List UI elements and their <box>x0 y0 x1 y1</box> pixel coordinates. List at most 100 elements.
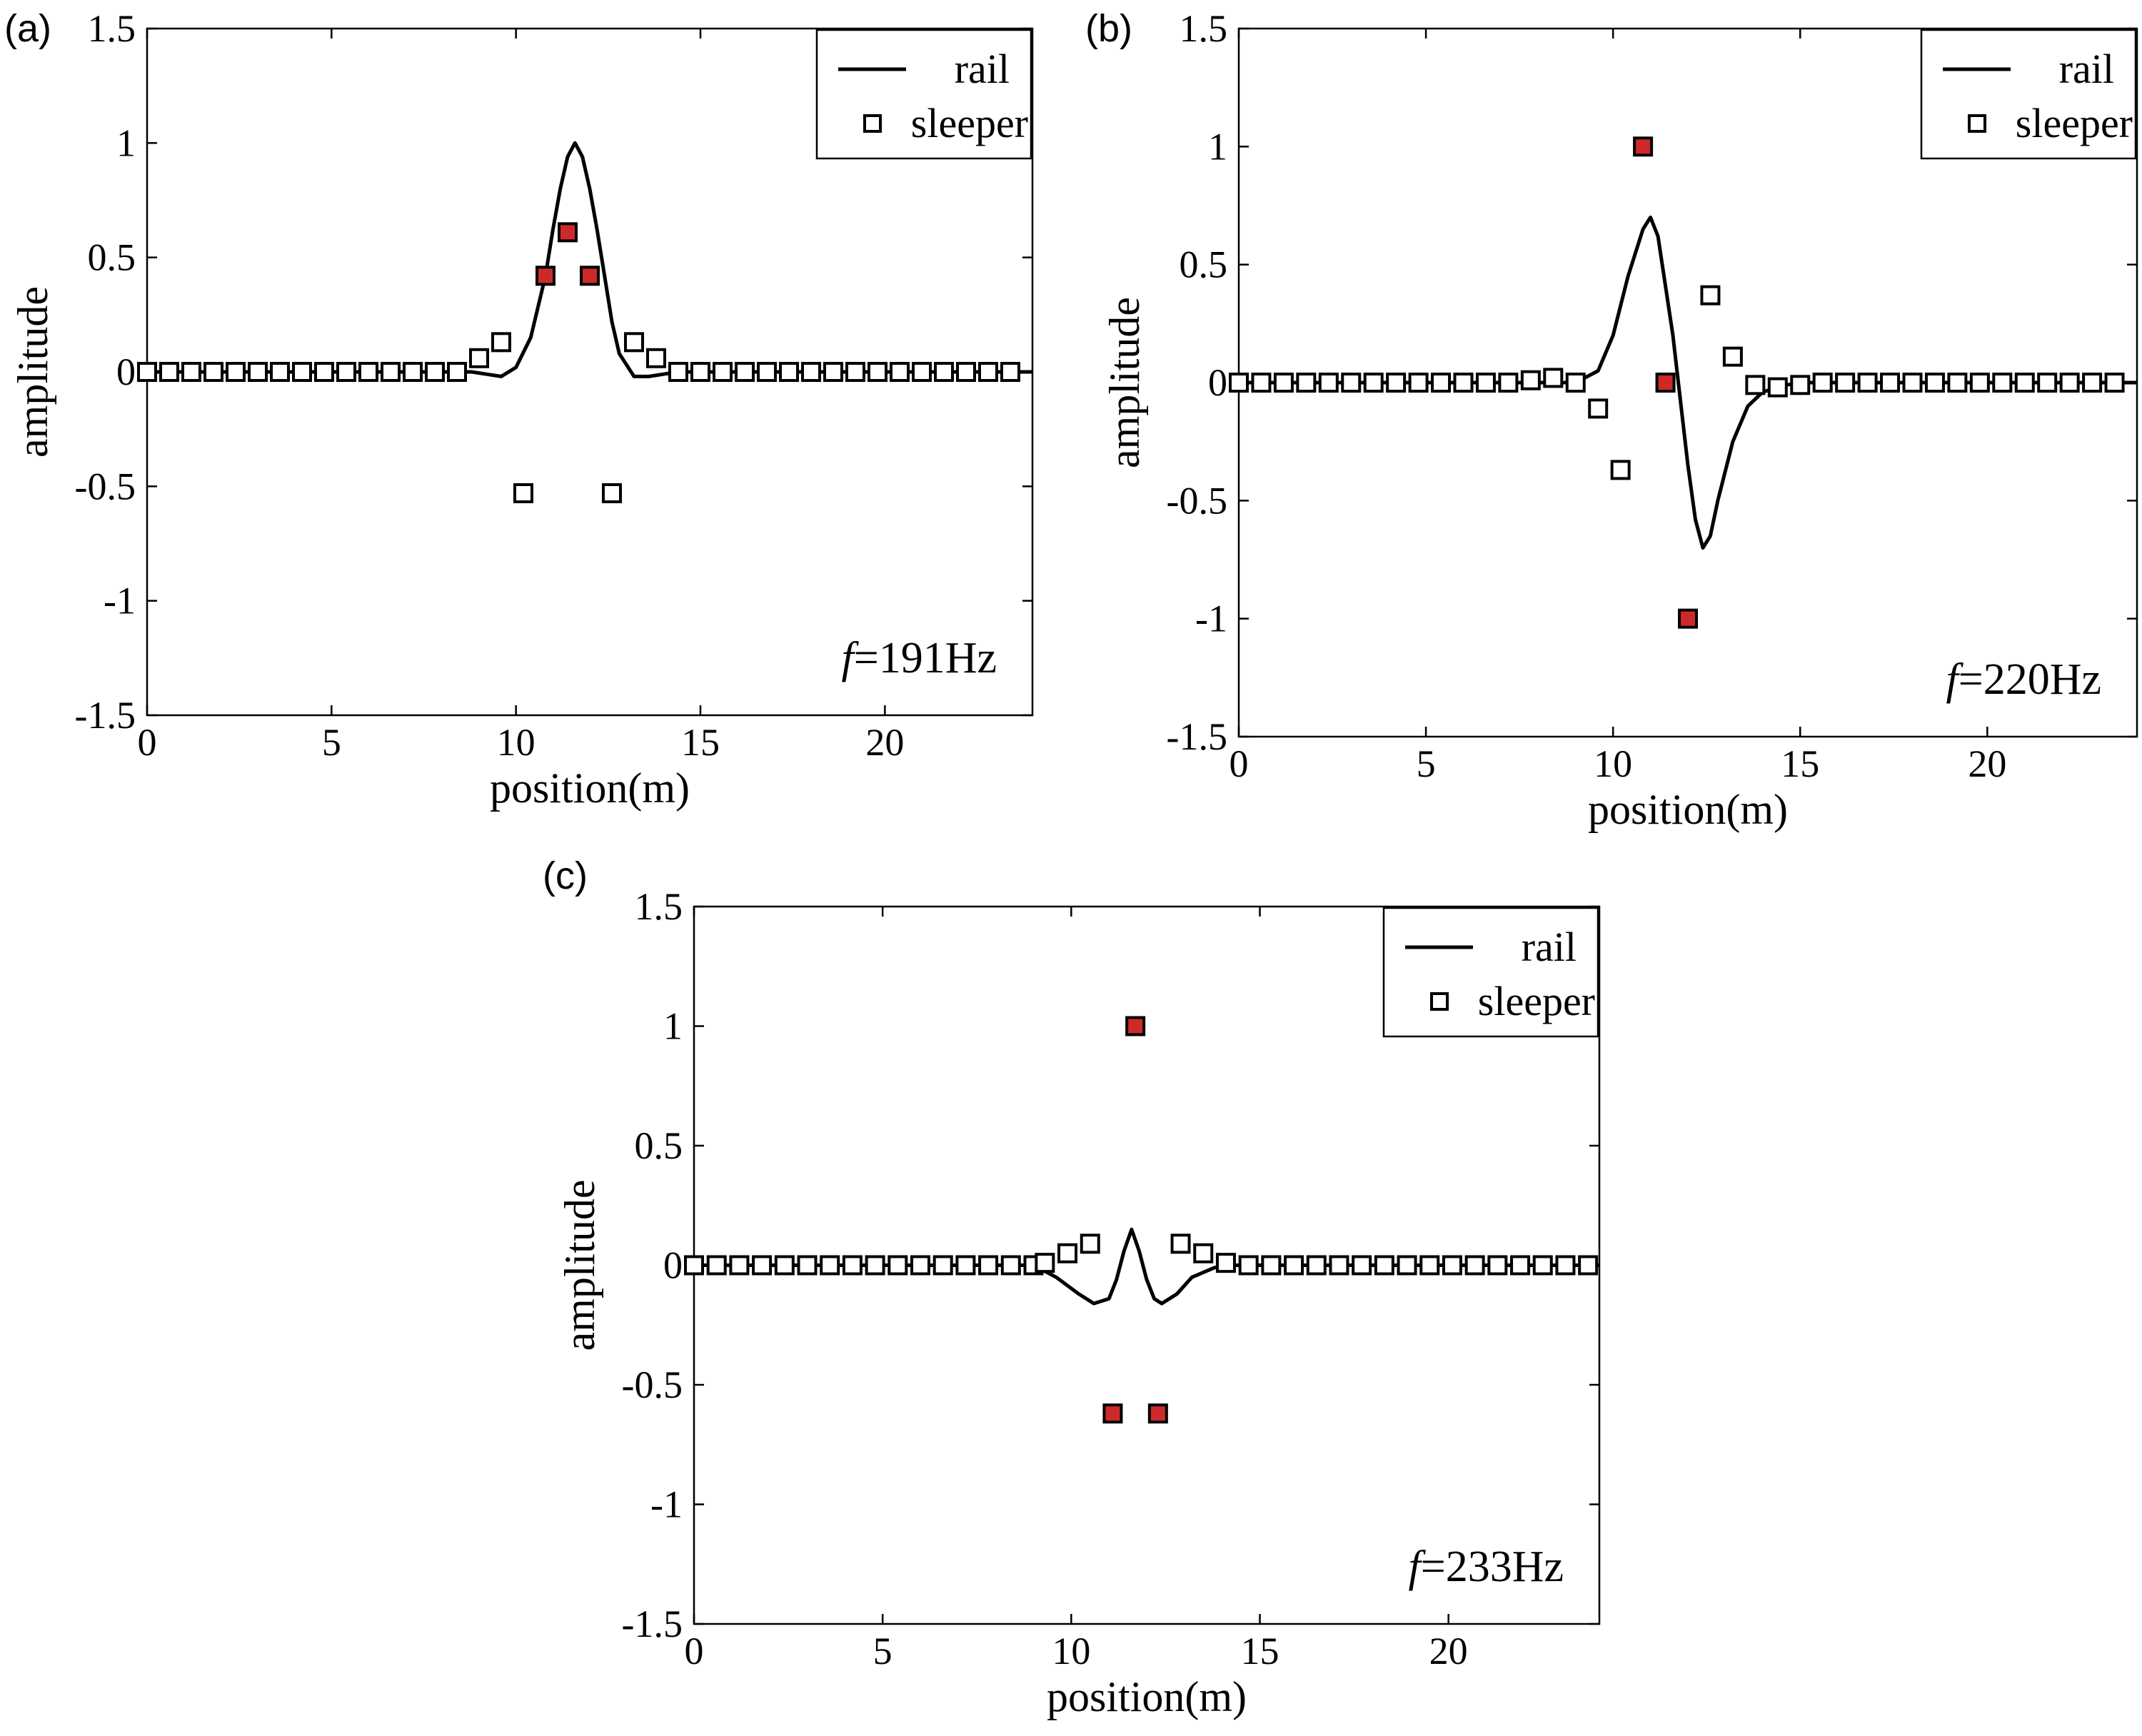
sleeper-marker <box>1251 373 1272 393</box>
sleeper-marker <box>1902 373 1923 393</box>
y-tick-label: -0.5 <box>1167 479 1227 522</box>
sleeper-marker <box>1352 1255 1372 1276</box>
sleeper-marker <box>159 362 179 382</box>
sleeper-marker <box>729 1255 750 1276</box>
rail-line <box>147 141 1032 378</box>
sleeper-marker <box>1397 1255 1417 1276</box>
x-tick-label: 10 <box>497 721 536 764</box>
y-tick-label: -0.5 <box>622 1363 683 1406</box>
sleeper-marker <box>706 1255 727 1276</box>
sleeper-marker <box>292 362 312 382</box>
sleeper-marker <box>868 362 888 382</box>
panel-label: (a) <box>4 7 51 50</box>
sleeper-marker <box>735 362 755 382</box>
sleeper-marker <box>779 362 799 382</box>
sleeper-marker <box>1969 373 1990 393</box>
sleeper-marker <box>1835 373 1856 393</box>
sleeper-marker <box>646 348 666 368</box>
y-tick-label: -1.5 <box>1167 715 1227 758</box>
sleeper-marker <box>757 362 777 382</box>
sleeper-marker <box>1745 375 1766 395</box>
y-tick-label: 1.5 <box>88 7 136 50</box>
sleeper-marker <box>845 362 865 382</box>
sleeper-marker <box>684 1255 704 1276</box>
frequency-value: =220Hz <box>1959 655 2101 704</box>
sleeper-marker <box>1722 346 1743 367</box>
sleeper-marker <box>602 483 622 503</box>
sleeper-marker <box>1442 1255 1462 1276</box>
sleeper-marker <box>1341 373 1362 393</box>
sleeper-marker <box>956 362 976 382</box>
sleeper-marker <box>1318 373 1339 393</box>
sleeper-marker-highlighted <box>558 222 578 243</box>
x-tick-label: 15 <box>1241 1630 1279 1672</box>
sleeper-marker <box>1431 373 1452 393</box>
sleeper-marker <box>890 362 910 382</box>
y-tick-label: 1 <box>663 1005 683 1048</box>
sleeper-marker <box>1419 1255 1440 1276</box>
sleeper-marker <box>491 332 511 353</box>
sleeper-marker-highlighted <box>1678 608 1698 629</box>
panel-c: (c) 0 5 10 15 20 -1.5 -1 -0.5 0 0.5 1 1.5 position(m)… <box>543 854 1601 1720</box>
x-tick-label: 20 <box>1429 1630 1468 1672</box>
sleeper-marker <box>1000 1255 1021 1276</box>
sleeper-marker <box>690 362 710 382</box>
legend-sleeper-swatch <box>1968 114 1986 133</box>
y-tick-label: 1 <box>1208 125 1227 168</box>
x-tick-label: 10 <box>1052 1630 1090 1672</box>
sleeper-marker <box>912 362 932 382</box>
x-tick-label: 5 <box>1417 742 1436 785</box>
sleeper-marker <box>1453 373 1474 393</box>
sleeper-marker <box>1565 373 1586 393</box>
sleeper-marker <box>797 1255 818 1276</box>
sleeper-marker <box>1273 373 1294 393</box>
sleeper-marker <box>1555 1255 1576 1276</box>
sleeper-marker <box>1193 1243 1214 1263</box>
sleeper-marker <box>1080 1233 1100 1254</box>
y-tick-label: 0.5 <box>1180 243 1228 286</box>
x-tick-label: 0 <box>685 1630 704 1672</box>
y-tick-label: -1 <box>650 1483 683 1526</box>
panel-a: (a) 0 5 10 15 20 -1.5 -1 -0.5 0 0.5 1 1.5 position(m)… <box>4 7 1034 812</box>
sleeper-marker <box>1700 285 1721 306</box>
sleeper-marker <box>774 1255 795 1276</box>
sleeper-marker <box>1880 373 1901 393</box>
sleeper-marker <box>2059 373 2080 393</box>
y-tick-label: 0 <box>663 1244 683 1287</box>
sleeper-marker <box>1000 362 1020 382</box>
legend-box <box>1920 29 2137 160</box>
sleeper-marker <box>1057 1243 1078 1263</box>
sleeper-marker <box>2037 373 2058 393</box>
y-axis-label: amplitude <box>1101 297 1148 468</box>
sleeper-marker <box>2014 373 2035 393</box>
sleeper-marker <box>978 362 998 382</box>
y-tick-label: 1.5 <box>635 885 683 928</box>
sleeper-marker <box>1510 1255 1531 1276</box>
legend-sleeper-label: sleeper <box>1478 978 1595 1024</box>
sleeper-marker <box>1386 373 1407 393</box>
sleeper-marker <box>513 483 533 503</box>
sleeper-marker <box>955 1255 976 1276</box>
y-tick-label: 0.5 <box>88 236 136 279</box>
sleeper-marker <box>226 362 246 382</box>
sleeper-marker <box>752 1255 773 1276</box>
x-tick-label: 0 <box>138 721 157 764</box>
sleeper-marker <box>2104 373 2125 393</box>
panel-label: (b) <box>1085 7 1132 50</box>
sleeper-marker <box>1520 370 1541 390</box>
y-tick-label: -1.5 <box>622 1603 683 1645</box>
sleeper-marker <box>2082 373 2103 393</box>
sleeper-marker <box>865 1255 885 1276</box>
x-tick-label: 15 <box>1781 742 1819 785</box>
legend-sleeper-swatch <box>863 114 882 133</box>
y-tick-label: -1.5 <box>75 694 136 737</box>
legend-sleeper-label: sleeper <box>911 100 1028 146</box>
legend-rail-label: rail <box>1522 924 1577 970</box>
sleeper-marker <box>358 362 378 382</box>
sleeper-marker <box>1947 373 1968 393</box>
sleeper-marker <box>1578 1255 1599 1276</box>
sleeper-marker <box>1363 373 1384 393</box>
y-tick-label: 0 <box>116 350 136 393</box>
sleeper-marker <box>820 1255 840 1276</box>
